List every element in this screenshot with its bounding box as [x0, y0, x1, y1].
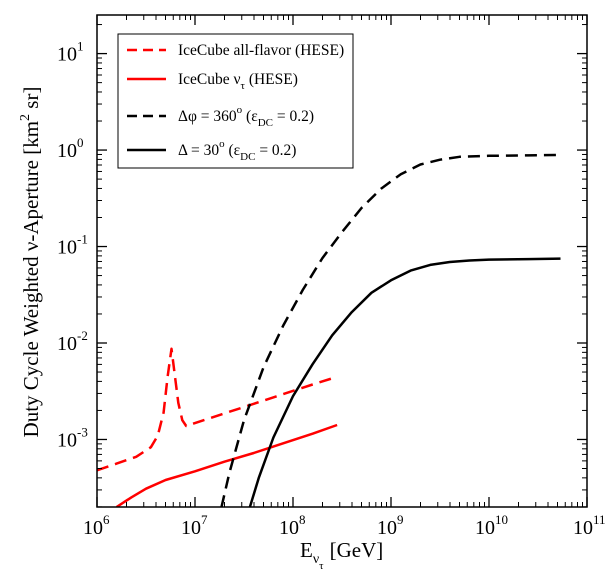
x-tick-label: 106	[83, 512, 110, 539]
x-tick-label: 109	[377, 512, 404, 539]
y-tick-label: 101	[57, 39, 84, 66]
legend-box	[117, 33, 354, 169]
x-axis-title: Eντ [GeV]	[300, 538, 383, 572]
y-tick-label: 10-2	[57, 328, 88, 355]
x-axis-title-sub: ν	[313, 552, 319, 567]
y-tick-label: 100	[57, 135, 84, 162]
legend-label-nutau: IceCube ντ (HESE)	[178, 71, 298, 92]
x-axis-title-subsub: τ	[319, 560, 324, 572]
x-tick-label: 108	[279, 512, 306, 539]
series-line-2	[220, 153, 561, 507]
y-axis-title: Duty Cycle Weighted ν-Aperture [km2 sr]	[18, 87, 43, 438]
series-line-3	[248, 257, 561, 507]
x-tick-label: 107	[181, 512, 208, 539]
x-tick-label: 1011	[573, 512, 606, 539]
series-line-0	[97, 347, 338, 472]
x-axis-title-base: E	[300, 538, 313, 562]
legend-label-dphi360: Δφ = 360o (εDC = 0.2)	[178, 104, 314, 129]
legend-label-all-flavor: IceCube all-flavor (HESE)	[178, 42, 344, 59]
legend-label-d30: Δ = 30o (εDC = 0.2)	[178, 138, 296, 163]
y-axis-title-text: Duty Cycle Weighted ν-Aperture [km	[19, 121, 43, 438]
y-axis-title-tail: sr]	[19, 87, 43, 114]
y-tick-label: 10-3	[57, 424, 88, 451]
series-line-1	[115, 423, 338, 507]
x-tick-label: 1010	[475, 512, 508, 539]
legend: IceCube all-flavor (HESE) IceCube ντ (HE…	[117, 33, 354, 169]
x-axis-title-unit: [GeV]	[330, 538, 384, 562]
y-axis-title-exp: 2	[18, 114, 33, 121]
svg-text:Eντ[GeV]: Eντ [GeV]	[300, 538, 383, 572]
svg-text:Duty Cycle Weighted ν-Aperture: Duty Cycle Weighted ν-Aperture [km2 sr]	[18, 87, 43, 438]
y-tick-label: 10-1	[57, 232, 88, 259]
